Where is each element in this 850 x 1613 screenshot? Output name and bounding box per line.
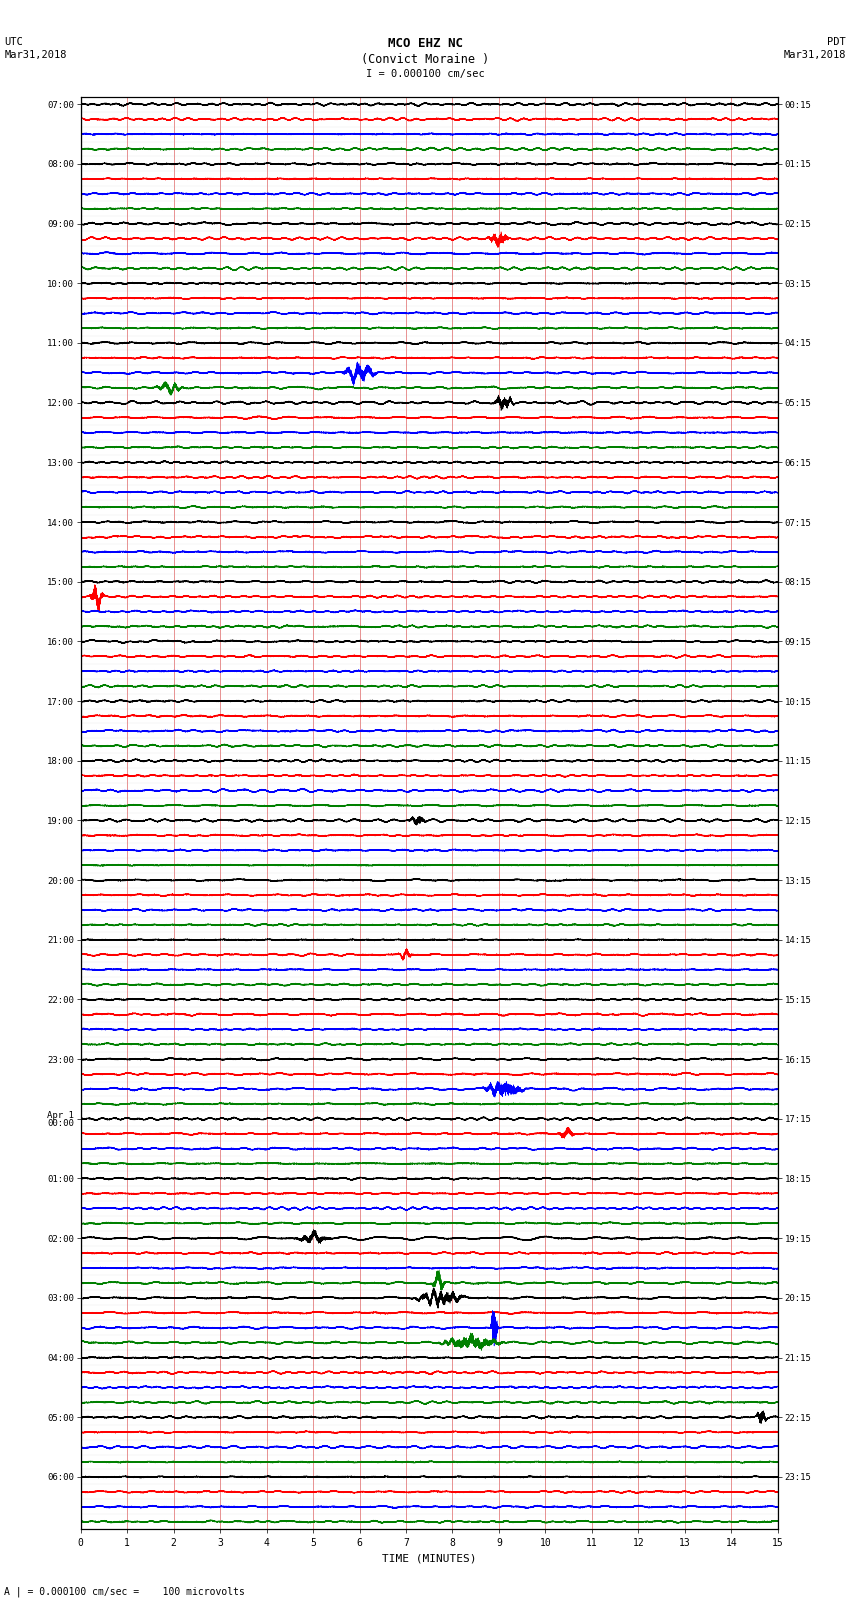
Text: Mar31,2018: Mar31,2018: [4, 50, 67, 60]
Text: Mar31,2018: Mar31,2018: [783, 50, 846, 60]
Text: UTC: UTC: [4, 37, 23, 47]
Text: PDT: PDT: [827, 37, 846, 47]
Text: MCO EHZ NC: MCO EHZ NC: [388, 37, 462, 50]
Text: A | = 0.000100 cm/sec =    100 microvolts: A | = 0.000100 cm/sec = 100 microvolts: [4, 1586, 245, 1597]
X-axis label: TIME (MINUTES): TIME (MINUTES): [382, 1553, 477, 1563]
Text: (Convict Moraine ): (Convict Moraine ): [361, 53, 489, 66]
Text: I = 0.000100 cm/sec: I = 0.000100 cm/sec: [366, 69, 484, 79]
